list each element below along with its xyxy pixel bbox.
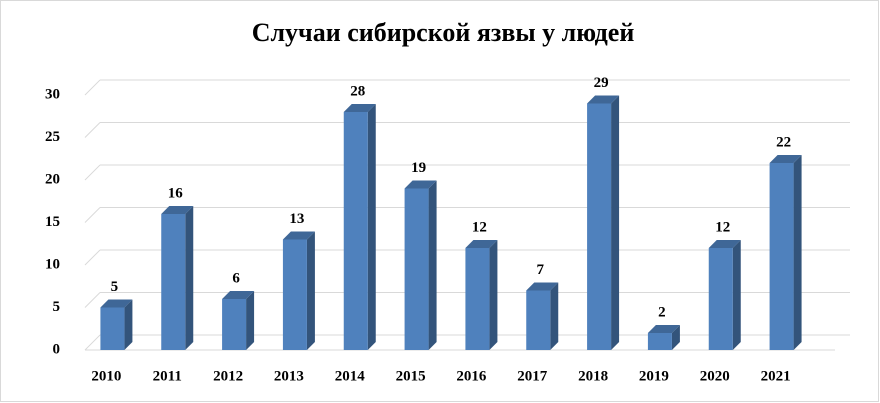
bar [769, 163, 794, 350]
grid-line-side [84, 334, 101, 351]
bar [222, 299, 247, 350]
bar-side [611, 95, 620, 350]
x-tick-label: 2012 [213, 368, 243, 384]
value-label: 12 [472, 219, 487, 235]
bar-side [732, 240, 741, 350]
bar-top [343, 104, 376, 112]
bar-top [465, 240, 498, 248]
grid-line-side [84, 79, 101, 96]
value-label: 28 [350, 83, 365, 99]
bar-side [246, 291, 255, 350]
bar-side [306, 231, 315, 350]
value-label: 29 [594, 75, 609, 91]
x-tick-label: 2017 [517, 368, 548, 384]
grid-line-side [84, 122, 101, 138]
bar-top [647, 325, 680, 333]
bar [647, 333, 672, 350]
grid-line-side [84, 292, 101, 308]
grid-line-side [84, 207, 101, 223]
x-tick-label: 2010 [91, 368, 121, 384]
y-tick-label: 20 [45, 171, 60, 187]
bar-top [282, 231, 315, 240]
chart-title: Случаи сибирской язвы у людей [252, 18, 635, 47]
bar-side [185, 206, 194, 350]
x-tick-label: 2020 [700, 368, 730, 384]
bar-top [769, 155, 802, 163]
grid-line-side [84, 164, 101, 181]
bar-side [550, 282, 559, 350]
bar [708, 248, 733, 350]
value-label: 12 [715, 219, 730, 235]
x-tick-label: 2018 [578, 368, 608, 384]
x-tick-label: 2013 [274, 368, 304, 384]
bar-top [404, 180, 437, 189]
bar [100, 307, 125, 350]
x-tick-label: 2011 [153, 368, 182, 384]
x-tick-label: 2016 [456, 368, 487, 384]
bar [282, 239, 307, 350]
bar-side [124, 299, 133, 350]
bar-top [161, 206, 194, 214]
bar-top [222, 291, 255, 299]
bar-side [671, 325, 680, 350]
bar [526, 290, 551, 350]
value-label: 2 [658, 304, 666, 320]
value-label: 19 [411, 160, 426, 176]
value-label: 5 [111, 279, 119, 295]
value-label: 16 [168, 185, 184, 201]
y-tick-label: 15 [45, 214, 60, 230]
y-tick-label: 10 [45, 256, 60, 272]
bar [587, 103, 612, 350]
x-tick-label: 2015 [396, 368, 426, 384]
bar-side [428, 180, 437, 350]
bar-top [100, 299, 133, 308]
value-label: 22 [776, 134, 791, 150]
value-label: 6 [232, 270, 240, 286]
value-label: 13 [289, 211, 304, 227]
bar [465, 248, 490, 350]
value-label: 7 [537, 262, 545, 278]
bar [161, 214, 186, 350]
bar-side [489, 240, 498, 350]
bar-top [587, 95, 620, 104]
bar [404, 188, 429, 350]
y-tick-label: 0 [53, 341, 61, 357]
y-tick-label: 30 [45, 86, 60, 102]
y-tick-label: 25 [45, 129, 60, 145]
x-tick-label: 2014 [335, 368, 366, 384]
bar-top [708, 240, 741, 248]
bar [343, 112, 368, 350]
x-tick-label: 2019 [639, 368, 669, 384]
x-tick-label: 2021 [761, 368, 791, 384]
bar-side [367, 104, 376, 350]
y-tick-label: 5 [53, 299, 61, 315]
bar-top [526, 282, 559, 291]
grid-line-side [84, 249, 101, 266]
bar-side [793, 155, 802, 350]
